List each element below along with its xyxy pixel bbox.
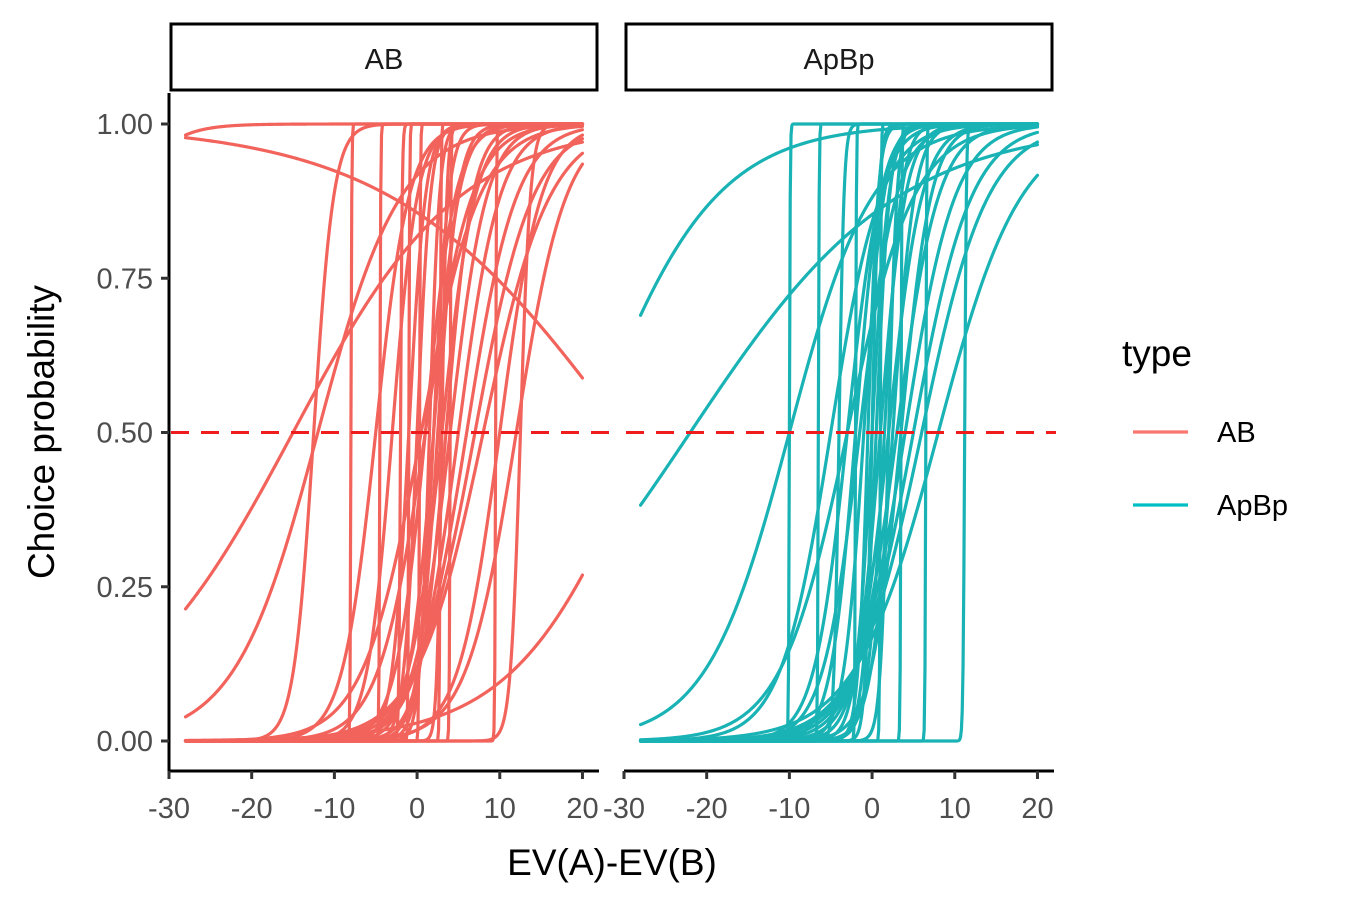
x-tick-label: -20: [686, 793, 728, 825]
x-axis-title: EV(A)-EV(B): [507, 842, 717, 883]
strip-box: [169, 22, 599, 92]
legend-title: type: [1122, 333, 1192, 374]
y-tick-label: 0.00: [97, 726, 153, 758]
y-tick-label: 0.50: [97, 418, 153, 450]
legend: type AB ApBp: [1122, 333, 1288, 522]
strip-box: [624, 22, 1054, 92]
x-tick-label: -30: [148, 793, 190, 825]
panels-layer: AB -30 -20 -10 0 10 20 0.00 0.25 0.50 0.75 1.00 ApBp…: [97, 22, 1056, 825]
y-tick-label: 1.00: [97, 109, 153, 141]
series-line-apbp-2: [638, 123, 1040, 727]
series-line-apbp-30: [638, 173, 1040, 743]
series-line-ab-0: [183, 136, 585, 380]
x-tick-label: 20: [1021, 793, 1053, 825]
y-tick-label: 0.75: [97, 263, 153, 295]
x-tick-label: 10: [484, 793, 516, 825]
y-tick-label: 0.25: [97, 572, 153, 604]
legend-label-apbp: ApBp: [1217, 490, 1288, 522]
y-axis-title: Choice probability: [21, 284, 62, 579]
series-line-ab-35: [183, 123, 585, 743]
legend-label-ab: AB: [1217, 417, 1256, 449]
x-tick-label: 0: [864, 793, 880, 825]
strip-label-ab: AB: [365, 44, 404, 76]
panel-apbp: ApBp -30 -20 -10 0 10 20: [603, 22, 1056, 825]
x-tick-label: -30: [603, 793, 645, 825]
curve-group: [638, 122, 1040, 743]
x-tick-label: -10: [313, 793, 355, 825]
x-tick-label: -10: [768, 793, 810, 825]
series-line-apbp-29: [638, 122, 1040, 743]
x-tick-label: 20: [566, 793, 598, 825]
x-tick-label: -20: [231, 793, 273, 825]
series-line-ab-2: [183, 123, 585, 719]
series-line-ab-1: [183, 140, 585, 611]
series-line-apbp-31: [638, 124, 1040, 742]
x-tick-label: 0: [409, 793, 425, 825]
curve-group: [183, 122, 585, 743]
x-tick-label: 10: [939, 793, 971, 825]
strip-label-apbp: ApBp: [804, 44, 875, 76]
panel-ab: AB -30 -20 -10 0 10 20 0.00 0.25 0.50 0.75 1.00: [97, 22, 621, 825]
